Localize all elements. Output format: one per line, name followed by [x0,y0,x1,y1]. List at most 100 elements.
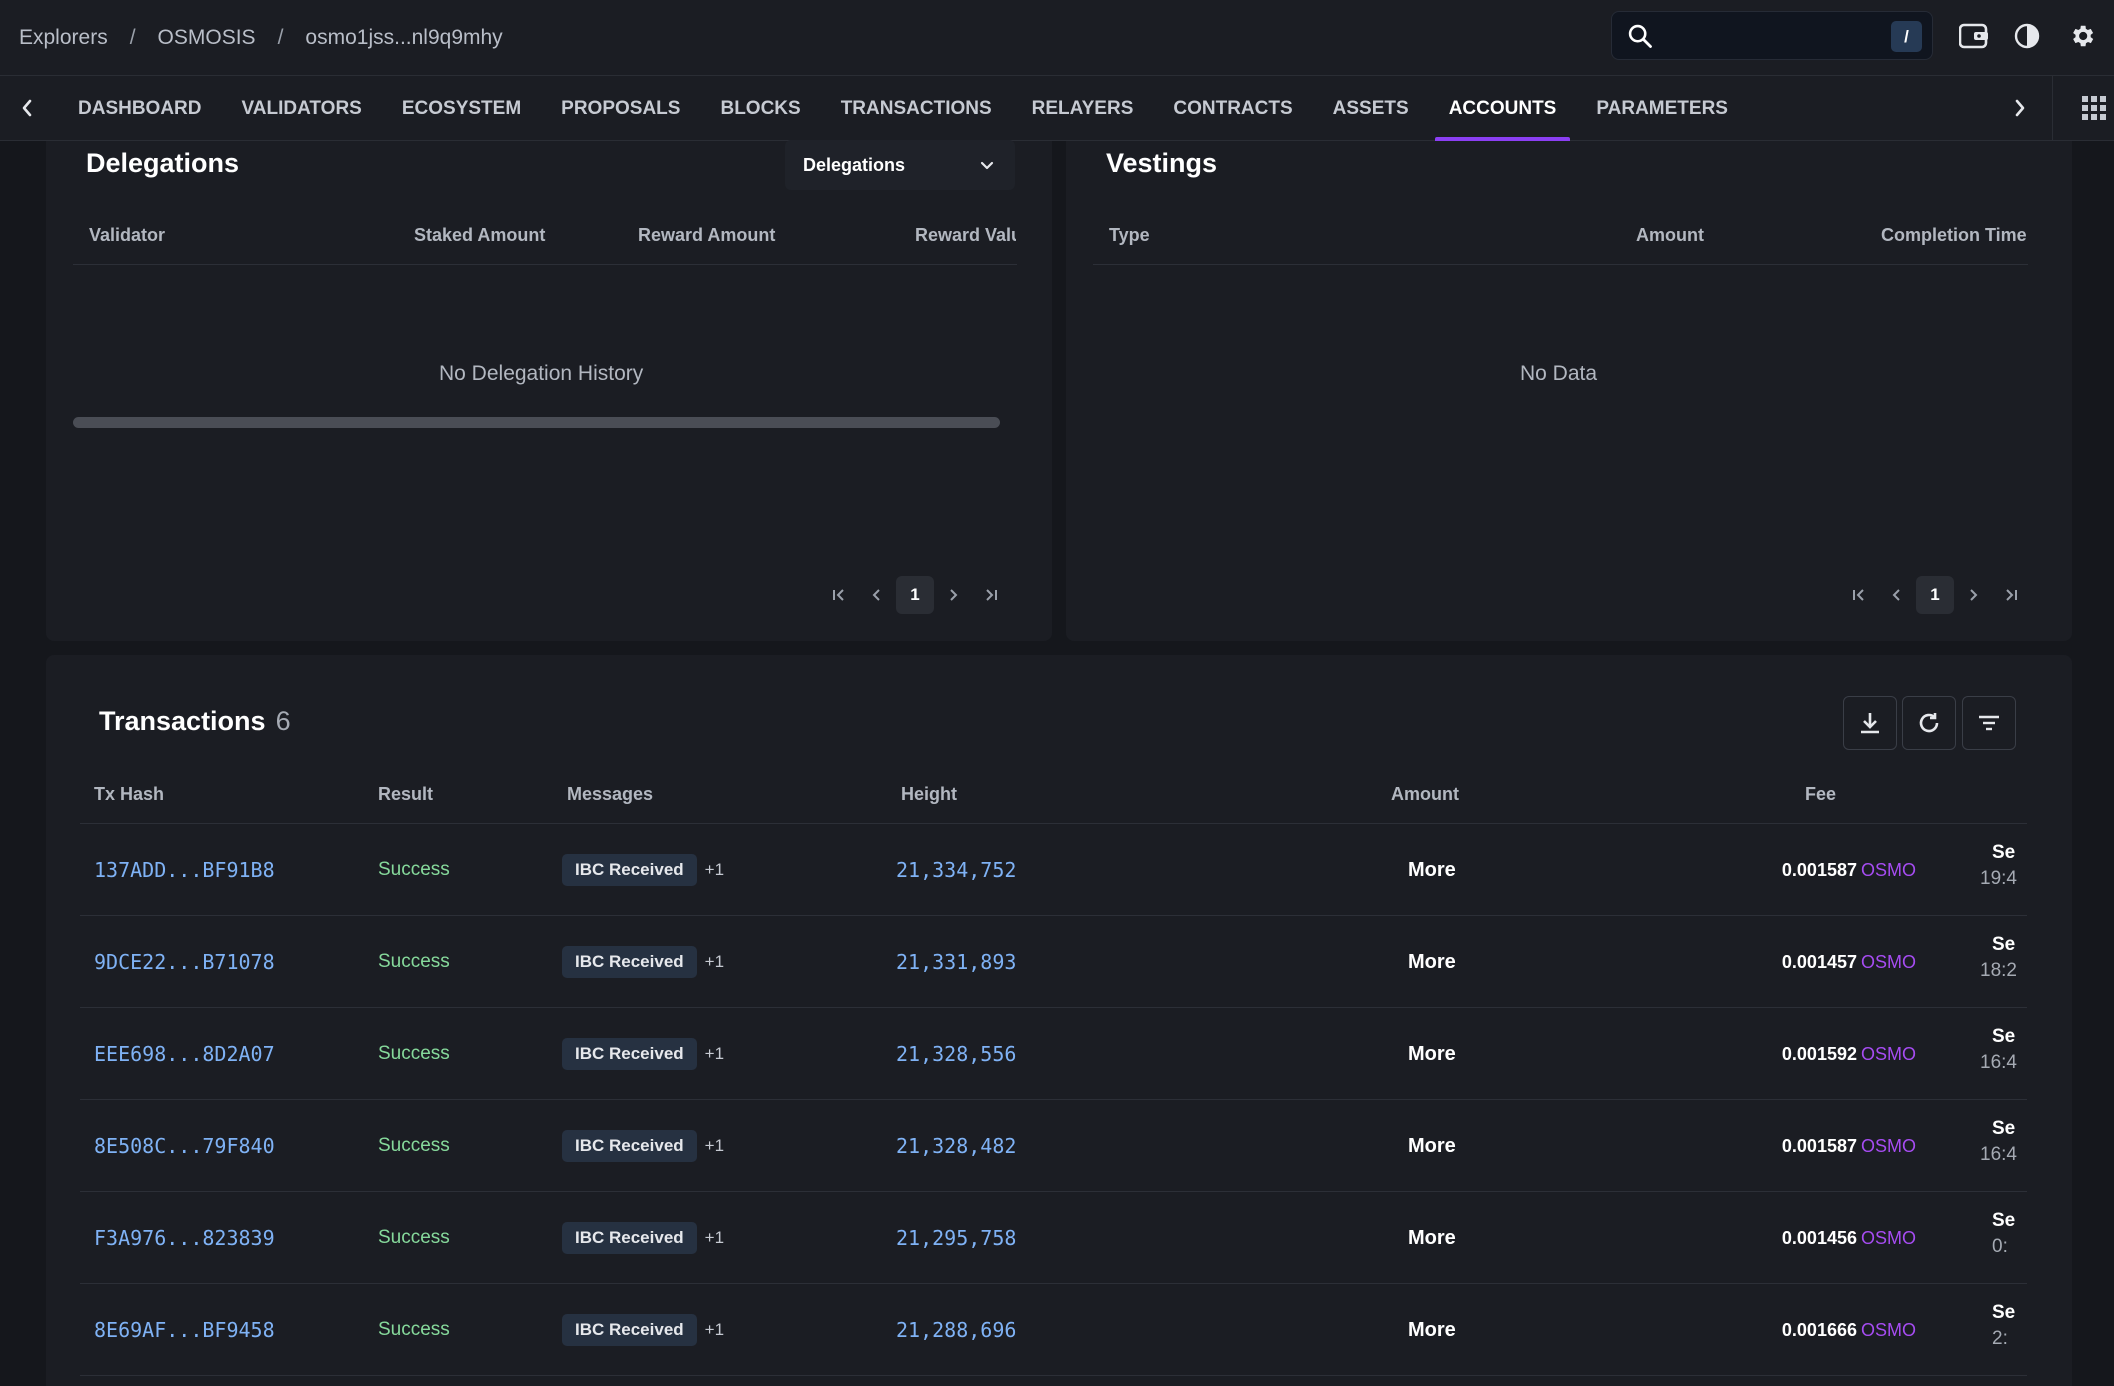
fee-value: 0.001456 [1781,1227,1857,1248]
tx-hash-link[interactable]: 8E69AF...BF9458 [94,1318,275,1342]
wallet-icon[interactable] [1958,20,1990,52]
fee-value: 0.001666 [1781,1319,1857,1340]
first-page-icon[interactable] [1840,576,1878,614]
tx-result: Success [378,1135,450,1156]
horizontal-scrollbar[interactable] [73,417,1000,428]
message-badge: IBC Received [562,1314,697,1346]
message-badge: IBC Received [562,946,697,978]
amount-more[interactable]: More [1408,1226,1456,1249]
last-page-icon[interactable] [1992,576,2030,614]
extra-messages-count: +1 [704,1044,725,1063]
nav-scroll-right-icon[interactable] [2004,92,2036,124]
tab-accounts[interactable]: ACCOUNTS [1434,76,1571,141]
message-badge: IBC Received [562,854,697,886]
breadcrumb-chain[interactable]: OSMOSIS [157,25,256,49]
tx-date: Se [1992,1210,2016,1231]
page-number-button[interactable]: 1 [896,576,934,614]
block-height-link[interactable]: 21,288,696 [896,1318,1017,1342]
tx-time: Se 0: [1980,1192,2027,1284]
tab-assets[interactable]: ASSETS [1332,97,1409,119]
next-page-icon[interactable] [1954,576,1992,614]
refresh-icon [1916,710,1942,736]
tx-time: Se 16:4 [1980,1008,2027,1100]
tx-date: Se [1992,1118,2016,1139]
refresh-button[interactable] [1902,696,1956,750]
block-height-link[interactable]: 21,331,893 [896,950,1017,974]
prev-page-icon[interactable] [1878,576,1916,614]
breadcrumb-explorers[interactable]: Explorers [19,25,108,49]
tx-result: Success [378,1319,450,1340]
grid-icon[interactable] [2080,94,2108,122]
message-badge: IBC Received [562,1130,697,1162]
tx-hash-link[interactable]: 9DCE22...B71078 [94,950,275,974]
tab-blocks[interactable]: BLOCKS [720,97,801,119]
fee-value: 0.001457 [1781,951,1857,972]
delegations-select[interactable]: Delegations [785,140,1015,190]
tx-date: Se [1992,842,2016,863]
tab-validators[interactable]: VALIDATORS [241,97,362,119]
delegations-pagination: 1 [820,576,1010,614]
column-completion-time: Completion Time [1881,225,2027,245]
tab-parameters[interactable]: PARAMETERS [1596,97,1728,119]
nav-divider [2052,76,2053,141]
block-height-link[interactable]: 21,328,556 [896,1042,1017,1066]
fee-denom: OSMO [1860,1043,1916,1064]
amount-more[interactable]: More [1408,858,1456,881]
tx-hash-link[interactable]: F3A976...823839 [94,1226,275,1250]
column-amount: Amount [1391,784,1459,804]
tab-proposals[interactable]: PROPOSALS [561,97,681,119]
tx-time: Se 19:4 [1980,824,2027,916]
tx-clock: 16:4 [1980,1052,2017,1073]
tx-hash-link[interactable]: 137ADD...BF91B8 [94,858,275,882]
tab-transactions[interactable]: TRANSACTIONS [840,97,992,119]
half-moon-icon[interactable] [2011,20,2043,52]
amount-more[interactable]: More [1408,1042,1456,1065]
prev-page-icon[interactable] [858,576,896,614]
next-page-icon[interactable] [934,576,972,614]
transactions-count: 6 [275,706,291,736]
last-page-icon[interactable] [972,576,1010,614]
tx-hash-link[interactable]: EEE698...8D2A07 [94,1042,275,1066]
main-nav: DASHBOARD VALIDATORS ECOSYSTEM PROPOSALS… [0,76,2114,141]
tab-dashboard[interactable]: DASHBOARD [78,97,202,119]
page-number-button[interactable]: 1 [1916,576,1954,614]
column-amount: Amount [1636,225,1704,245]
table-row: EEE698...8D2A07 Success IBC Received +1 2… [80,1008,2027,1100]
block-height-link[interactable]: 21,295,758 [896,1226,1017,1250]
nav-scroll-left-icon[interactable] [11,92,43,124]
download-button[interactable] [1843,696,1897,750]
first-page-icon[interactable] [820,576,858,614]
delegations-empty-message: No Delegation History [439,362,644,385]
amount-more[interactable]: More [1408,1318,1456,1341]
gear-icon[interactable] [2066,20,2098,52]
block-height-link[interactable]: 21,328,482 [896,1134,1017,1158]
tab-relayers[interactable]: RELAYERS [1031,97,1134,119]
tx-result: Success [378,1043,450,1064]
breadcrumb-account: osmo1jss...nl9q9mhy [305,25,503,49]
tx-time: Se 18:2 [1980,916,2027,1008]
search-input[interactable] [1664,24,1884,47]
column-height: Height [901,784,957,804]
filter-button[interactable] [1962,696,2016,750]
vestings-pagination: 1 [1840,576,2030,614]
tx-clock: 16:4 [1980,1144,2017,1165]
search-box[interactable]: / [1611,11,1933,60]
amount-more[interactable]: More [1408,950,1456,973]
column-staked-amount: Staked Amount [414,225,546,245]
tx-hash-link[interactable]: 8E508C...79F840 [94,1134,275,1158]
tx-clock: 18:2 [1980,960,2017,981]
block-height-link[interactable]: 21,334,752 [896,858,1017,882]
fee-value: 0.001587 [1781,859,1857,880]
tab-ecosystem[interactable]: ECOSYSTEM [401,97,522,119]
table-row: F3A976...823839 Success IBC Received +1 2… [80,1192,2027,1284]
tx-clock: 19:4 [1980,868,2017,889]
column-result: Result [378,784,434,804]
transactions-title: Transactions 6 [99,706,291,737]
tab-contracts[interactable]: CONTRACTS [1173,97,1293,119]
tx-clock: 0: [1992,1236,2008,1257]
vestings-panel [1066,141,2072,641]
fee-denom: OSMO [1860,1227,1916,1248]
amount-more[interactable]: More [1408,1134,1456,1157]
extra-messages-count: +1 [704,1228,725,1247]
extra-messages-count: +1 [704,952,725,971]
